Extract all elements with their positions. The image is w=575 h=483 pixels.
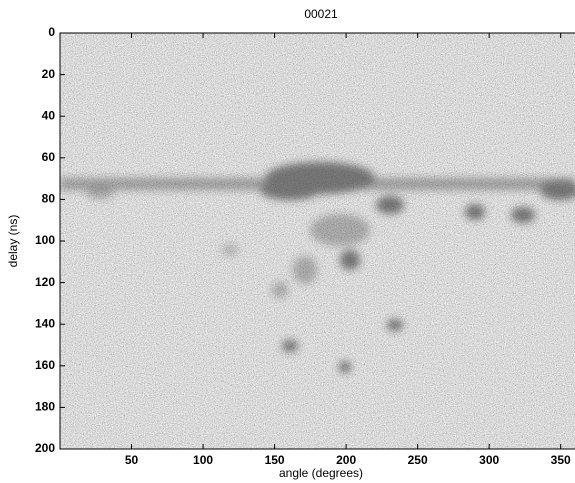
y-tick-label: 40 <box>42 108 56 122</box>
y-tick-label: 200 <box>35 441 55 455</box>
x-tick-label: 350 <box>551 453 571 467</box>
x-tick-label: 100 <box>193 453 213 467</box>
image-features <box>60 162 575 373</box>
y-tick-label: 0 <box>48 25 55 39</box>
x-axis-label: angle (degrees) <box>279 466 363 480</box>
y-tick-label: 140 <box>35 316 55 330</box>
y-tick-label: 180 <box>35 400 55 414</box>
image-area <box>60 33 575 449</box>
y-tick-label: 80 <box>42 192 56 206</box>
x-tick-label: 150 <box>265 453 285 467</box>
y-tick-label: 100 <box>35 233 55 247</box>
x-tick-label: 200 <box>336 453 356 467</box>
x-tick-label: 50 <box>125 453 139 467</box>
y-tick-label: 20 <box>42 67 56 81</box>
x-tick-label: 250 <box>408 453 428 467</box>
x-tick-label: 300 <box>479 453 499 467</box>
y-tick-label: 120 <box>35 275 55 289</box>
y-axis-label: delay (ns) <box>6 215 20 268</box>
y-tick-label: 160 <box>35 358 55 372</box>
chart-title: 00021 <box>304 7 338 21</box>
image-texture <box>60 33 575 449</box>
y-tick-label: 60 <box>42 150 56 164</box>
